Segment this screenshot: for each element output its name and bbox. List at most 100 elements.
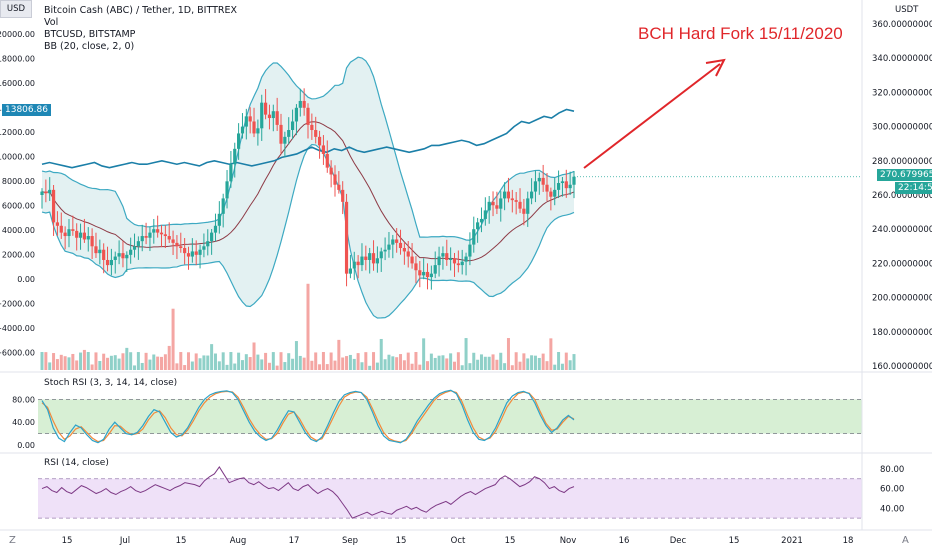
candle-body bbox=[51, 189, 56, 223]
candle-body bbox=[456, 263, 460, 266]
y-right-tick-label: 280.00000000 bbox=[872, 157, 932, 167]
auto-scale-button[interactable]: A bbox=[902, 535, 909, 546]
candle-body bbox=[406, 251, 410, 257]
candle-body bbox=[383, 249, 387, 252]
volume-bar bbox=[545, 361, 549, 370]
volume-bar bbox=[52, 353, 56, 370]
candle-body bbox=[418, 270, 422, 276]
volume-bar bbox=[140, 362, 144, 370]
candle-body bbox=[387, 244, 391, 250]
vol-label: Vol bbox=[44, 17, 59, 28]
candle-body bbox=[529, 191, 534, 199]
candle-body bbox=[94, 246, 98, 254]
candle-body bbox=[460, 261, 464, 266]
candle-body bbox=[194, 251, 198, 255]
volume-bar bbox=[136, 352, 140, 370]
rsi-tick-label: 80.00 bbox=[880, 465, 904, 475]
volume-bar bbox=[287, 353, 291, 370]
volume-bar bbox=[71, 353, 75, 370]
candle-body bbox=[348, 268, 353, 274]
volume-bar bbox=[468, 363, 472, 370]
stoch-rsi-pane[interactable] bbox=[38, 389, 862, 444]
volume-bar bbox=[106, 357, 110, 370]
volume-bar bbox=[572, 354, 576, 370]
candle-body bbox=[371, 253, 376, 264]
volume-bar bbox=[109, 355, 113, 370]
volume-bar bbox=[260, 359, 264, 370]
candle-body bbox=[310, 124, 314, 131]
volume-bar bbox=[356, 353, 360, 370]
candle-body bbox=[294, 107, 299, 122]
candle-body bbox=[402, 248, 406, 252]
volume-bar bbox=[206, 355, 210, 370]
candle-body bbox=[337, 184, 341, 190]
volume-bar bbox=[506, 338, 510, 370]
candle-body bbox=[71, 229, 75, 231]
y-right-tick-label: 160.00000000 bbox=[872, 362, 932, 372]
y-right-tick-label: 340.00000000 bbox=[872, 54, 932, 64]
volume-bar bbox=[499, 352, 503, 370]
volume-bar bbox=[410, 363, 414, 370]
candle-body bbox=[433, 265, 437, 274]
candle-body bbox=[109, 259, 113, 266]
volume-bar bbox=[341, 357, 345, 370]
y-left-tick-label: 10000.00 bbox=[0, 153, 35, 162]
candle-body bbox=[136, 241, 140, 247]
annotation-text[interactable]: BCH Hard Fork 15/11/2020 bbox=[638, 24, 843, 43]
volume-bar bbox=[59, 354, 63, 370]
currency-badge[interactable]: USD bbox=[0, 0, 32, 18]
x-tick-label: 16 bbox=[619, 536, 630, 546]
volume-bar bbox=[248, 357, 252, 370]
x-tick-label: 2021 bbox=[781, 536, 803, 546]
candle-body bbox=[217, 213, 221, 226]
volume-bar bbox=[283, 362, 287, 370]
volume-bar bbox=[48, 362, 52, 370]
volume-bar bbox=[90, 364, 94, 370]
candle-body bbox=[560, 181, 565, 184]
volume-bar bbox=[422, 338, 426, 370]
candle-body bbox=[429, 273, 433, 278]
rsi-tick-label: 60.00 bbox=[880, 485, 904, 495]
candle-body bbox=[317, 136, 322, 146]
volume-bar bbox=[510, 365, 514, 370]
volume-bar bbox=[306, 283, 310, 370]
candle-body bbox=[510, 198, 514, 201]
y-right-tick-label: 360.00000000 bbox=[872, 20, 932, 30]
volume-bar bbox=[560, 363, 564, 370]
volume-bar bbox=[244, 354, 248, 370]
stoch-k-line bbox=[41, 389, 575, 444]
candle-body bbox=[487, 201, 491, 211]
volume-bar bbox=[406, 352, 410, 370]
candle-body bbox=[314, 130, 318, 137]
volume-bar bbox=[55, 359, 59, 370]
candle-body bbox=[213, 225, 218, 233]
candle-body bbox=[298, 100, 302, 108]
candle-body bbox=[522, 208, 526, 214]
candle-body bbox=[140, 236, 144, 242]
stoch-tick-label: 0.00 bbox=[17, 441, 35, 450]
volume-bar bbox=[518, 361, 522, 370]
volume-bar bbox=[198, 358, 202, 370]
stoch-rsi-label: Stoch RSI (3, 3, 14, 14, close) bbox=[44, 378, 178, 388]
volume-bar bbox=[86, 352, 90, 370]
candle-body bbox=[171, 239, 175, 243]
candle-body bbox=[368, 253, 372, 260]
volume-bar bbox=[267, 362, 271, 370]
x-tick-label: Jul bbox=[119, 536, 130, 546]
volume-bar bbox=[291, 358, 295, 370]
candle-body bbox=[78, 232, 83, 238]
candle-body bbox=[252, 121, 256, 134]
rsi-pane[interactable] bbox=[38, 466, 862, 519]
candle-body bbox=[333, 174, 337, 185]
timezone-button[interactable]: Z bbox=[9, 535, 16, 546]
price-pane[interactable] bbox=[40, 56, 862, 370]
candle-body bbox=[379, 251, 383, 259]
candle-body bbox=[275, 111, 279, 125]
volume-bar bbox=[333, 360, 337, 370]
annotation-arrow bbox=[583, 63, 721, 169]
volume-bar bbox=[495, 359, 499, 370]
volume-bar bbox=[479, 354, 483, 370]
volume-bar bbox=[213, 353, 217, 370]
candle-body bbox=[198, 249, 202, 255]
